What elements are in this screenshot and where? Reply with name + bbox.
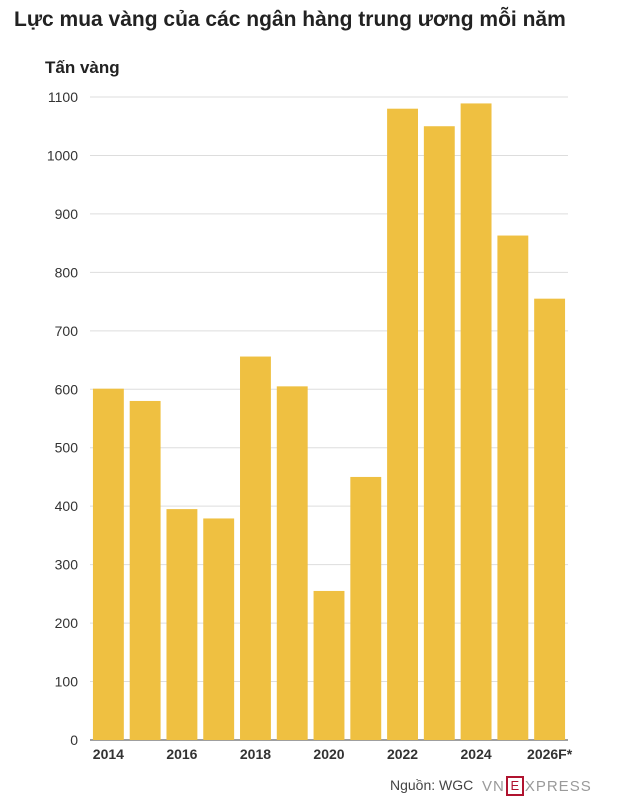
logo-text-vn: VN (482, 777, 505, 795)
x-tick-label: 2016 (166, 746, 197, 762)
x-tick-label: 2018 (240, 746, 271, 762)
x-tick-label: 2026F* (527, 746, 573, 762)
bar-chart: 0 100 200 300 400 500 600 700 800 900 1000 1100 201… (47, 89, 573, 762)
bar-2014 (92, 388, 124, 740)
x-tick-label: 2020 (313, 746, 344, 762)
y-tick-labels: 0 100 200 300 400 500 600 700 800 900 1000 1100 (47, 89, 78, 748)
bar-2025 (497, 235, 529, 741)
bars (92, 103, 566, 741)
y-tick-label: 600 (55, 381, 79, 397)
y-tick-label: 700 (55, 323, 79, 339)
chart-title: Lực mua vàng của các ngân hàng trung ươn… (14, 8, 566, 31)
y-tick-label: 300 (55, 557, 79, 573)
bar-2020 (313, 590, 345, 740)
bar-2018 (240, 356, 271, 740)
bar-2021 (350, 476, 382, 740)
y-tick-label: 800 (55, 264, 79, 280)
bar-2022 (387, 108, 418, 740)
x-tick-label: 2014 (93, 746, 124, 762)
y-tick-label: 1000 (47, 147, 78, 163)
x-tick-labels: 2014 2016 2018 2020 2022 2024 2026F* (93, 746, 573, 762)
source-note: Nguồn: WGC (390, 777, 474, 793)
bar-2019 (276, 386, 308, 740)
bar-2015 (129, 400, 161, 740)
logo-e-box: E (505, 776, 524, 796)
bar-2026F* (534, 298, 566, 740)
bar-2023 (423, 126, 455, 741)
y-axis-label: Tấn vàng (45, 58, 120, 77)
vnexpress-logo: VN E XPRESS (482, 776, 592, 796)
y-tick-label: 1100 (48, 89, 78, 105)
x-tick-label: 2022 (387, 746, 418, 762)
bar-2017 (203, 518, 235, 740)
y-tick-label: 200 (55, 615, 79, 631)
x-tick-label: 2024 (461, 746, 492, 762)
bar-2024 (460, 103, 492, 741)
y-tick-label: 0 (70, 732, 78, 748)
y-tick-label: 900 (55, 206, 79, 222)
logo-text-xpress: XPRESS (524, 777, 592, 795)
y-tick-label: 400 (55, 498, 79, 514)
bar-2016 (166, 509, 198, 740)
y-tick-label: 100 (55, 674, 79, 690)
y-tick-label: 500 (55, 440, 79, 456)
